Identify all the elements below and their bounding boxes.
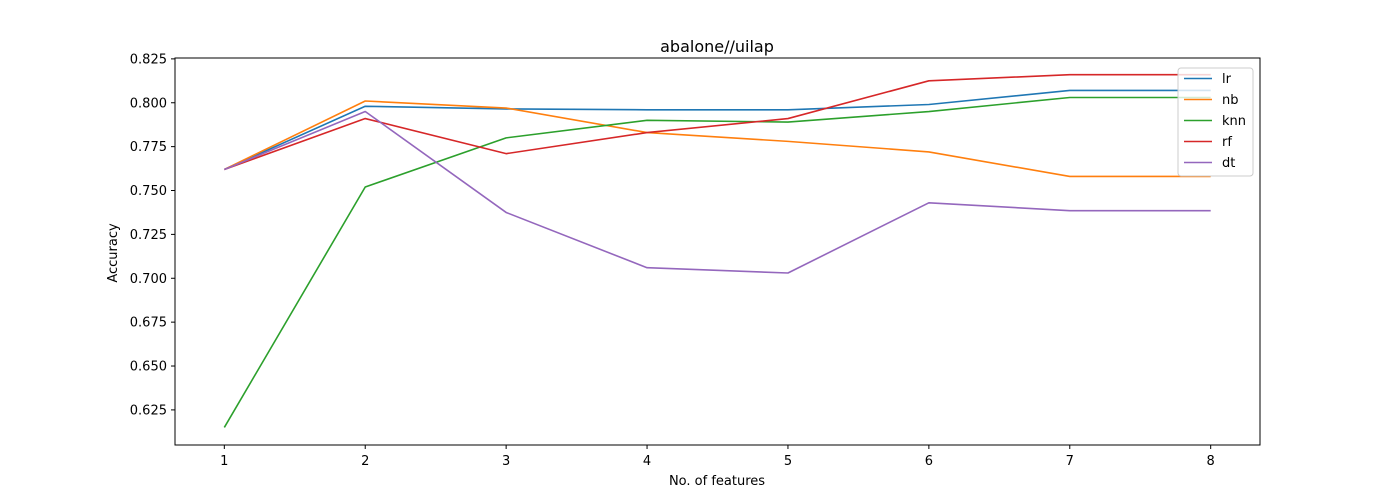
series-line-nb: [223, 100, 1211, 178]
series-line-knn: [223, 96, 1211, 428]
y-tick-label: 0.825: [130, 52, 167, 67]
y-tick-label: 0.800: [130, 96, 167, 111]
legend-box: [1177, 67, 1254, 177]
plot-frame: [174, 57, 1261, 446]
series-line-rf: [224, 73, 1211, 171]
y-tick-label: 0.675: [130, 316, 167, 331]
y-tick-label: 0.650: [130, 360, 167, 375]
x-tick-label: 7: [1066, 454, 1074, 469]
x-axis-title: No. of features: [669, 474, 765, 489]
x-tick-label: 8: [1207, 454, 1215, 469]
x-axis: 1 2 3 4 5 6 7 8: [220, 445, 1215, 469]
y-tick-label: 0.725: [130, 228, 167, 243]
legend: lr nb knn rf dt: [1177, 67, 1254, 177]
series-line-dt: [224, 110, 1211, 274]
y-tick-label: 0.625: [130, 403, 167, 418]
legend-label-rf: rf: [1222, 135, 1232, 150]
x-tick-label: 2: [361, 454, 369, 469]
x-tick-label: 1: [220, 454, 228, 469]
legend-label-knn: knn: [1222, 114, 1246, 129]
series-line-lr: [223, 89, 1211, 171]
series-group: [223, 73, 1211, 428]
x-tick-label: 3: [502, 454, 510, 469]
x-tick-label: 4: [643, 454, 651, 469]
y-tick-label: 0.775: [130, 140, 167, 155]
legend-label-lr: lr: [1222, 72, 1232, 87]
x-tick-label: 5: [784, 454, 792, 469]
y-axis-title: Accuracy: [106, 223, 121, 283]
chart-title: abalone//uilap: [660, 37, 774, 56]
y-tick-label: 0.700: [130, 272, 167, 287]
legend-label-dt: dt: [1222, 156, 1235, 171]
legend-label-nb: nb: [1222, 93, 1239, 108]
y-axis: 0.625 0.650 0.675 0.700 0.725 0.750 0.775 0.800…: [130, 52, 175, 418]
y-tick-label: 0.750: [130, 184, 167, 199]
x-tick-label: 6: [925, 454, 933, 469]
